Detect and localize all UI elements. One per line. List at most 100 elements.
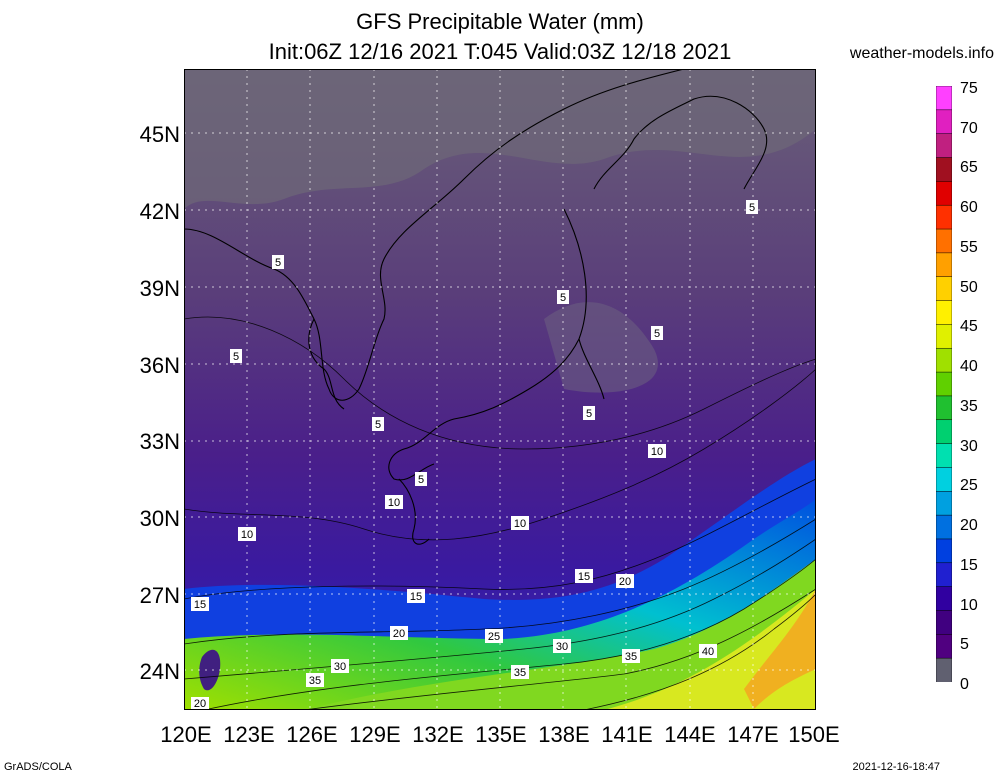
contour-label: 5 bbox=[275, 257, 281, 269]
colorbar-swatch bbox=[936, 538, 952, 564]
colorbar bbox=[936, 86, 952, 682]
colorbar-label: 40 bbox=[960, 358, 978, 376]
coastlines bbox=[184, 69, 768, 545]
colorbar-label: 65 bbox=[960, 159, 978, 177]
map-panel: 5 5 5 5 5 5 5 5 10 10 10 10 15 15 15 20 … bbox=[184, 69, 816, 710]
taiwan-dry bbox=[199, 649, 221, 691]
colorbar-label: 5 bbox=[960, 636, 969, 654]
lat-label: 45N bbox=[139, 122, 180, 147]
moist-region bbox=[304, 559, 816, 710]
contour-label: 15 bbox=[194, 599, 206, 611]
colorbar-swatch bbox=[936, 276, 952, 302]
colorbar-swatch bbox=[936, 419, 952, 445]
contour-label: 15 bbox=[578, 571, 590, 583]
contour-label: 5 bbox=[375, 419, 381, 431]
colorbar-swatch bbox=[936, 228, 952, 254]
colorbar-swatch bbox=[936, 491, 952, 516]
contour-label: 5 bbox=[560, 292, 566, 304]
contour-label: 5 bbox=[749, 202, 755, 214]
lat-label: 24N bbox=[139, 659, 180, 684]
colorbar-swatch bbox=[936, 204, 952, 230]
contour-label: 25 bbox=[488, 631, 500, 643]
contour-label: 35 bbox=[514, 667, 526, 679]
colorbar-label: 30 bbox=[960, 437, 978, 455]
colorbar-swatch bbox=[936, 324, 952, 349]
colorbar-swatch bbox=[936, 514, 952, 540]
colorbar-swatch bbox=[936, 634, 952, 659]
contour-label: 20 bbox=[619, 576, 631, 588]
lon-label: 120E bbox=[160, 722, 212, 747]
contours bbox=[184, 316, 816, 710]
lat-label: 33N bbox=[139, 429, 180, 454]
lon-label: 144E bbox=[664, 722, 716, 747]
contour-label: 10 bbox=[514, 518, 526, 530]
colorbar-label: 20 bbox=[960, 517, 978, 535]
colorbar-swatch bbox=[936, 371, 952, 397]
lat-label: 30N bbox=[139, 506, 180, 531]
lon-label: 126E bbox=[286, 722, 338, 747]
colorbar-swatch bbox=[936, 300, 952, 326]
colorbar-label: 0 bbox=[960, 676, 969, 693]
colorbar-swatch bbox=[936, 347, 952, 373]
map-field: 5 5 5 5 5 5 5 5 10 10 10 10 15 15 15 20 … bbox=[184, 69, 816, 710]
contour-label: 15 bbox=[410, 591, 422, 603]
lon-label: 147E bbox=[727, 722, 779, 747]
colorbar-swatch bbox=[936, 443, 952, 469]
contour-label: 10 bbox=[651, 446, 663, 458]
colorbar-label: 35 bbox=[960, 397, 978, 415]
contour-label: 5 bbox=[654, 328, 660, 340]
timestamp: 2021-12-16-18:47 bbox=[852, 761, 940, 773]
lon-label: 132E bbox=[412, 722, 464, 747]
site-credit: weather-models.info bbox=[849, 45, 994, 62]
contour-label: 5 bbox=[233, 351, 239, 363]
contour-label: 5 bbox=[586, 408, 592, 420]
colorbar-swatch bbox=[936, 181, 952, 206]
map-frame bbox=[184, 69, 816, 710]
colorbar-swatch bbox=[936, 657, 952, 682]
colorbar-label: 15 bbox=[960, 556, 978, 574]
lon-label: 141E bbox=[601, 722, 653, 747]
colorbar-swatch bbox=[936, 252, 952, 278]
contour-label: 35 bbox=[309, 675, 321, 687]
colorbar-swatch bbox=[936, 395, 952, 421]
colorbar-label: 10 bbox=[960, 596, 978, 614]
colorbar-swatch bbox=[936, 562, 952, 588]
lat-label: 36N bbox=[139, 353, 180, 378]
dry-region bbox=[544, 302, 658, 393]
contour-label: 40 bbox=[702, 646, 714, 658]
graticule bbox=[184, 69, 816, 710]
colorbar-swatch bbox=[936, 133, 952, 159]
colorbar-swatch bbox=[936, 157, 952, 183]
software-credit: GrADS/COLA bbox=[4, 761, 72, 773]
colorbar-label: 75 bbox=[960, 80, 978, 97]
colorbar-label: 55 bbox=[960, 238, 978, 256]
colorbar-label: 60 bbox=[960, 199, 978, 217]
lon-label: 150E bbox=[788, 722, 840, 747]
contour-label: 35 bbox=[625, 651, 637, 663]
colorbar-swatch bbox=[936, 109, 952, 135]
lat-label: 27N bbox=[139, 583, 180, 608]
lat-label: 39N bbox=[139, 276, 180, 301]
contour-label: 10 bbox=[388, 497, 400, 509]
moist-region bbox=[744, 589, 816, 709]
lon-label: 129E bbox=[349, 722, 401, 747]
lon-label: 123E bbox=[223, 722, 275, 747]
map-subtitle: Init:06Z 12/16 2021 T:045 Valid:03Z 12/1… bbox=[268, 39, 732, 64]
colorbar-swatch bbox=[936, 610, 952, 636]
contour-label: 20 bbox=[393, 628, 405, 640]
lon-label: 138E bbox=[538, 722, 590, 747]
colorbar-label: 70 bbox=[960, 119, 978, 137]
colorbar-swatch bbox=[936, 86, 952, 111]
contour-label: 30 bbox=[556, 641, 568, 653]
contour-label: 10 bbox=[241, 529, 253, 541]
contour-label: 30 bbox=[334, 661, 346, 673]
colorbar-label: 45 bbox=[960, 318, 978, 336]
lat-label: 42N bbox=[139, 199, 180, 224]
colorbar-swatch bbox=[936, 586, 952, 612]
contour-label: 20 bbox=[194, 698, 206, 710]
map-title: GFS Precipitable Water (mm) bbox=[356, 9, 644, 34]
contour-label-group: 5 5 5 5 5 5 5 5 10 10 10 10 15 15 15 20 … bbox=[191, 200, 758, 710]
contour-label: 5 bbox=[418, 474, 424, 486]
lon-label: 135E bbox=[475, 722, 527, 747]
colorbar-swatch bbox=[936, 467, 952, 493]
